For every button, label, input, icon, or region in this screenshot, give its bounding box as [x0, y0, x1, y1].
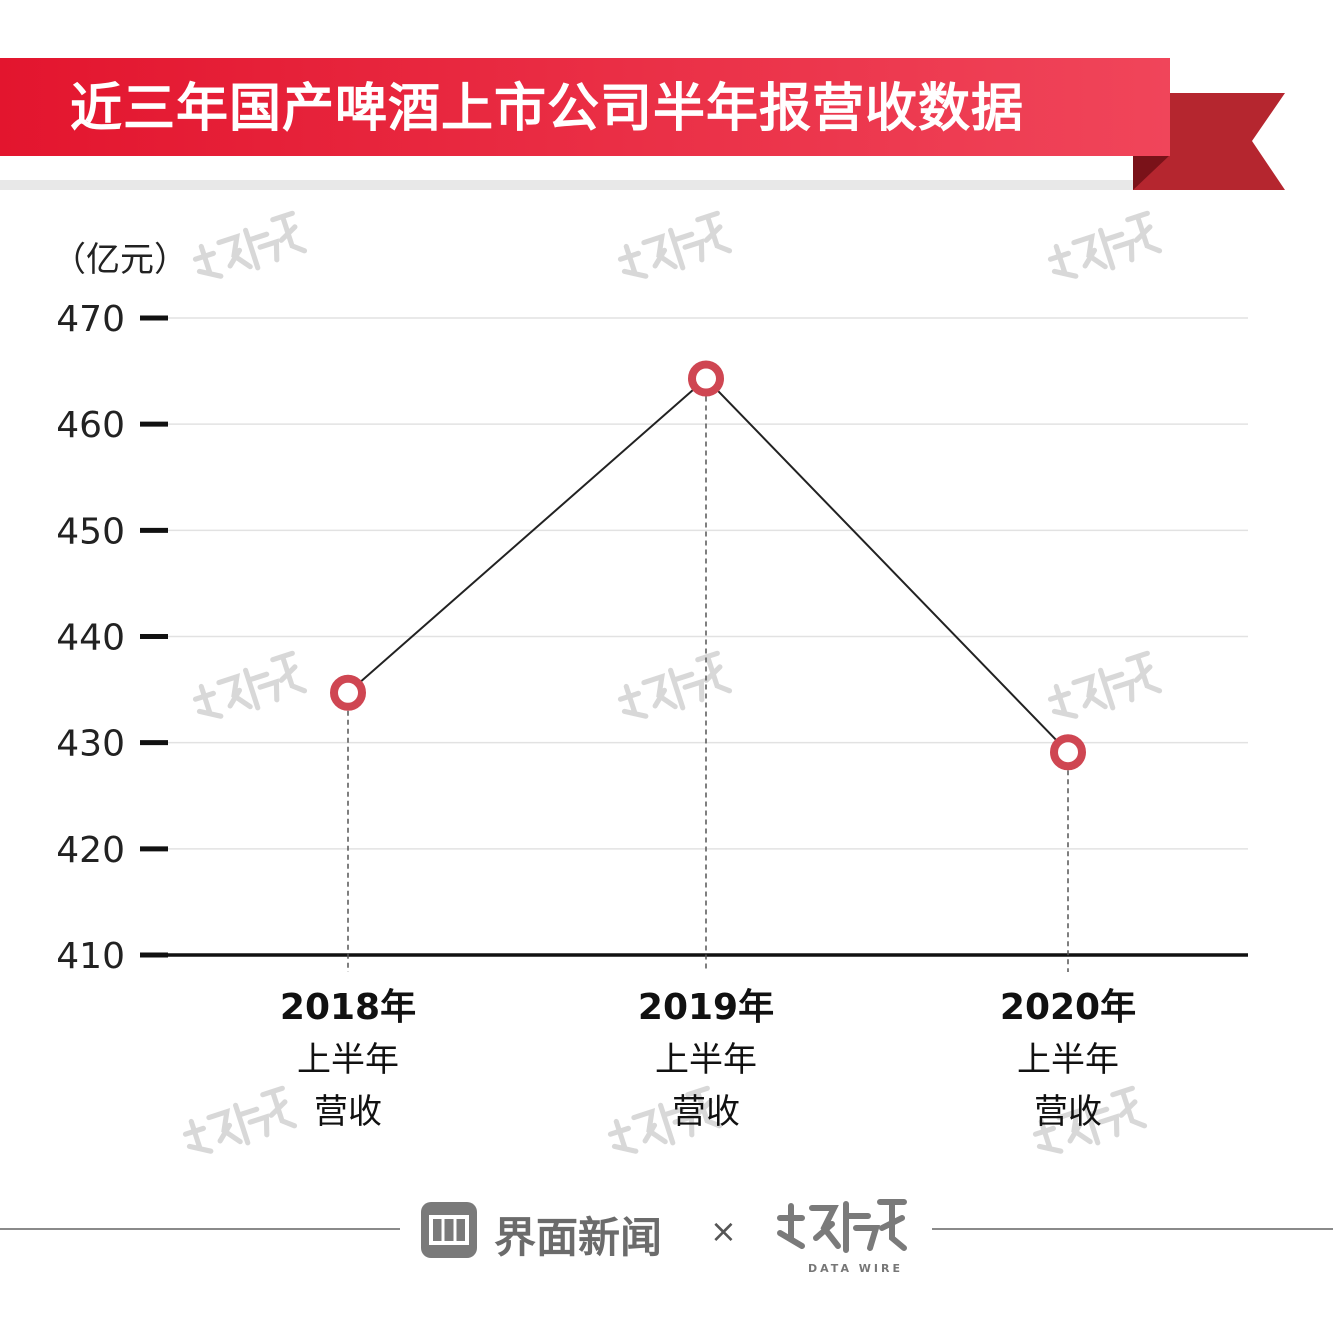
jiemian-logo-icon	[421, 1202, 477, 1258]
series-line	[347, 377, 1069, 753]
footer-divider-left	[0, 1228, 400, 1230]
y-tick-label: 460	[56, 405, 125, 446]
y-tick-label: 410	[56, 936, 125, 977]
watermark-logo-icon	[607, 1085, 723, 1154]
watermark-logo-icon	[192, 210, 308, 279]
separator-symbol: ×	[710, 1212, 737, 1250]
x-category-subtitle: 上半年	[297, 1040, 399, 1080]
x-category-subtitle: 上半年	[655, 1040, 757, 1080]
data-point	[688, 360, 724, 397]
x-category-label: 2019年上半年营收	[586, 982, 826, 1138]
watermark-logo-icon	[1032, 1085, 1148, 1154]
watermark-logo-icon	[617, 650, 733, 719]
y-tick-label: 430	[56, 724, 125, 765]
footer-divider-right	[932, 1228, 1333, 1230]
title-banner: 近三年国产啤酒上市公司半年报营收数据	[0, 0, 1333, 200]
x-category-year: 2018年	[279, 987, 417, 1028]
x-category-subtitle: 营收	[672, 1092, 740, 1132]
watermark-logo-icon	[182, 1085, 298, 1154]
data-wire-subtitle: DATA WIRE	[808, 1262, 903, 1275]
y-tick-label: 470	[56, 299, 125, 340]
x-category-label: 2018年上半年营收	[228, 982, 468, 1138]
y-axis-unit-label: （亿元）	[52, 240, 188, 280]
jiemian-brand-name: 界面新闻	[494, 1213, 663, 1262]
watermark-logo-icon	[1047, 210, 1163, 279]
x-category-subtitle: 营收	[314, 1092, 382, 1132]
y-tick-label: 440	[56, 618, 125, 659]
data-point	[330, 674, 366, 711]
x-category-subtitle: 上半年	[1017, 1040, 1119, 1080]
x-category-year: 2020年	[999, 987, 1137, 1028]
data-wire-logo-icon: DATA WIRE	[777, 1199, 907, 1275]
watermark-logo-icon	[1047, 650, 1163, 719]
x-category-label: 2020年上半年营收	[948, 982, 1188, 1138]
x-category-year: 2019年	[637, 987, 775, 1028]
banner-graphic	[0, 58, 1285, 190]
x-category-subtitle: 营收	[1034, 1092, 1102, 1132]
y-tick-label: 420	[56, 830, 125, 871]
watermark-logo-icon	[192, 650, 308, 719]
chart-title: 近三年国产啤酒上市公司半年报营收数据	[70, 79, 1025, 139]
watermark-logo-icon	[617, 210, 733, 279]
data-point	[1050, 734, 1086, 771]
y-tick-label: 450	[56, 511, 125, 552]
